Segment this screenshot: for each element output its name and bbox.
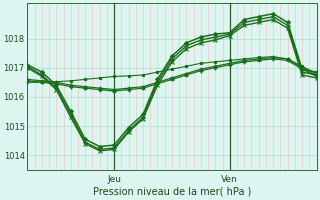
X-axis label: Pression niveau de la mer( hPa ): Pression niveau de la mer( hPa ) <box>93 187 251 197</box>
